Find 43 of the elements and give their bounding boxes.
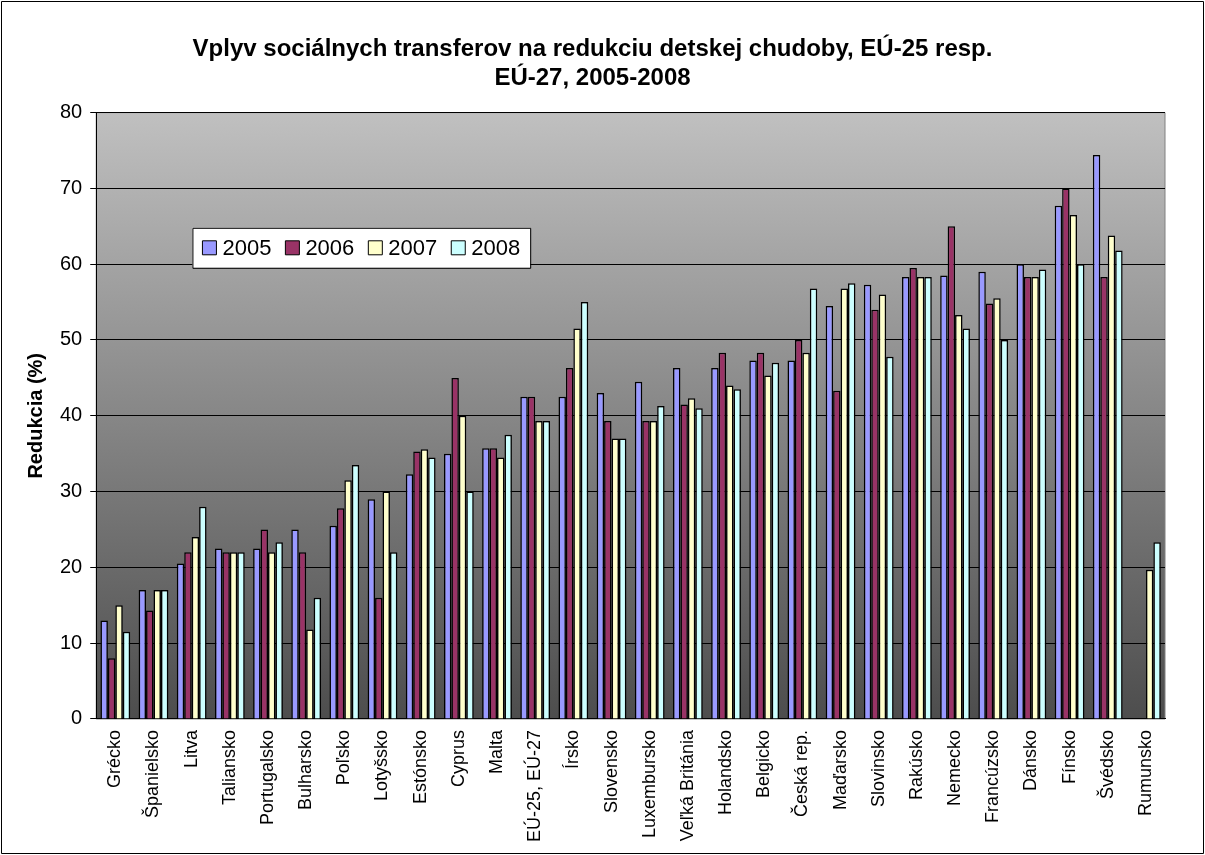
x-tick-label: Maďarsko: [829, 729, 850, 811]
y-tick-label: 60: [60, 251, 83, 274]
x-tick-label: Litva: [180, 728, 201, 768]
x-tick-label: Slovensko: [600, 729, 621, 814]
x-tick-label: Poľsko: [333, 729, 354, 786]
x-tick-label: Grécko: [104, 729, 125, 788]
x-tick-label: Dánsko: [1020, 729, 1041, 791]
x-tick-label: Fínsko: [1058, 729, 1079, 784]
x-tick-label: Bulharsko: [295, 729, 316, 810]
y-tick-label: 80: [60, 100, 83, 123]
x-tick-label: Španielsko: [141, 729, 163, 819]
y-tick-label: 30: [60, 479, 83, 502]
legend-label: 2008: [471, 234, 521, 260]
y-tick-label: 50: [60, 327, 83, 350]
x-tick-label: Taliansko: [218, 729, 239, 805]
x-tick-label: Rakúsko: [905, 729, 926, 800]
legend-label: 2006: [305, 234, 355, 260]
x-tick-label: Holandsko: [715, 729, 736, 816]
x-tick-label: Lotyšsko: [371, 729, 392, 801]
x-tick-label: Švédsko: [1095, 729, 1117, 799]
x-tick-label: Malta: [486, 728, 506, 774]
x-tick-label: Portugalsko: [256, 729, 277, 826]
x-tick-label: Estónsko: [409, 729, 430, 804]
x-tick-label: Cyprus: [447, 729, 468, 787]
y-tick-label: 10: [60, 630, 83, 653]
x-tick-label: Rumunsko: [1134, 729, 1155, 816]
legend-label: 2007: [388, 234, 438, 260]
y-tick-label: 40: [60, 403, 83, 426]
x-tick-label: Nemecko: [944, 729, 965, 806]
y-tick-label: 70: [60, 175, 83, 198]
x-tick-label: Slovinsko: [867, 729, 888, 807]
x-tick-label: Luxembursko: [638, 729, 659, 839]
x-tick-label: Veľká Británia: [676, 728, 697, 842]
x-tick-label: EÚ-25, EÚ-27: [523, 729, 545, 842]
x-tick-label: Česká rep.: [790, 729, 812, 817]
legend-label: 2005: [222, 234, 272, 260]
y-tick-label: 20: [60, 554, 83, 577]
x-tick-label: Francúzsko: [982, 729, 1003, 823]
x-tick-label: Belgicko: [753, 729, 774, 798]
y-axis-title: Redukcia (%): [23, 352, 46, 479]
chart-title: Vplyv sociálnych transferov na redukciu detskej chudoby, EÚ-25 resp. EÚ-27, 2005-2008: [192, 34, 993, 90]
x-tick-label: Írsko: [562, 729, 583, 769]
y-tick-label: 0: [71, 706, 83, 729]
